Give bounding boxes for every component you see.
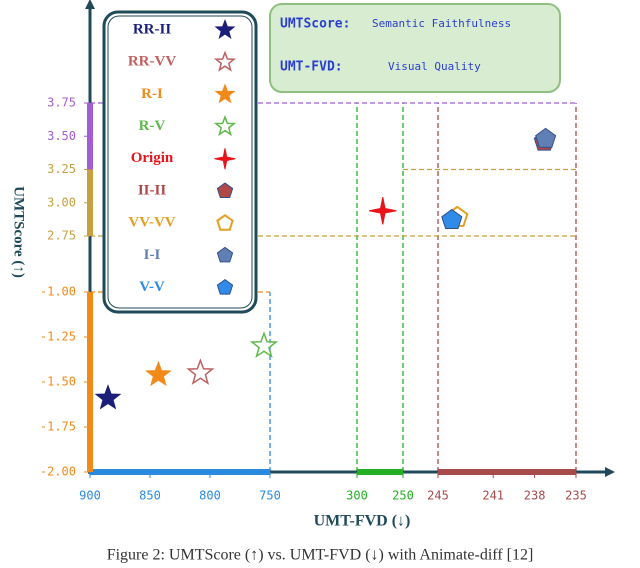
legend-marker — [213, 50, 237, 72]
x-tick-label: 850 — [139, 489, 161, 503]
caption: Figure 2: UMTScore (↑) vs. UMT-FVD (↓) w… — [107, 547, 534, 564]
x-tick-label: 250 — [392, 489, 414, 503]
info-key: UMT-FVD: — [280, 60, 343, 75]
legend-label: VV-VV — [128, 215, 175, 231]
y-tick-label: -2.00 — [40, 465, 76, 479]
legend-label: R-I — [141, 86, 163, 102]
y-tick-label: -1.00 — [40, 285, 76, 299]
y-tick-label: -1.75 — [40, 420, 76, 434]
info-box — [269, 3, 561, 93]
legend-label: I-I — [144, 247, 161, 263]
x-axis-label: UMT-FVD (↓) — [314, 513, 411, 530]
legend-marker — [216, 213, 234, 231]
info-text: Visual Quality — [388, 60, 481, 73]
data-point — [249, 331, 279, 358]
x-tick-label: 300 — [346, 489, 368, 503]
data-point — [535, 127, 557, 148]
legend-marker — [213, 114, 237, 137]
legend-label: R-V — [139, 118, 166, 134]
x-tick-label: 238 — [524, 489, 546, 503]
y-tick-label: -1.50 — [40, 375, 76, 389]
y-tick-label: 3.25 — [47, 162, 76, 176]
info-key: UMTScore: — [280, 17, 350, 32]
data-point — [94, 384, 122, 410]
legend-marker — [216, 182, 234, 198]
legend-label: Origin — [131, 150, 174, 166]
y-tick-label: -1.25 — [40, 330, 76, 344]
legend-marker — [214, 148, 236, 170]
x-tick-label: 900 — [79, 489, 101, 503]
legend-label: RR-VV — [128, 54, 176, 70]
y-tick-label: 3.75 — [47, 96, 76, 110]
x-tick-label: 800 — [199, 489, 221, 503]
x-tick-label: 235 — [565, 489, 587, 503]
legend-label: RR-II — [133, 21, 171, 37]
x-tick-label: 750 — [259, 489, 281, 503]
x-tick-label: 241 — [482, 489, 504, 503]
legend-inner — [107, 15, 253, 309]
y-tick-label: 3.00 — [47, 195, 76, 209]
data-point — [369, 197, 397, 225]
data-point — [186, 358, 215, 385]
data-point — [441, 208, 463, 229]
y-tick-label: 3.50 — [47, 129, 76, 143]
legend-marker — [214, 18, 236, 39]
data-point — [145, 360, 172, 387]
legend-box — [102, 10, 258, 314]
x-tick-label: 245 — [427, 489, 449, 503]
y-tick-label: 2.75 — [47, 229, 76, 243]
legend-marker — [216, 246, 234, 263]
legend-label: II-II — [138, 182, 167, 198]
legend-marker — [216, 278, 234, 295]
legend-marker — [214, 83, 236, 104]
legend-label: V-V — [139, 279, 165, 295]
y-axis-label: UMTScore (↑) — [11, 186, 27, 278]
info-text: Semantic Faithfulness — [372, 17, 511, 30]
